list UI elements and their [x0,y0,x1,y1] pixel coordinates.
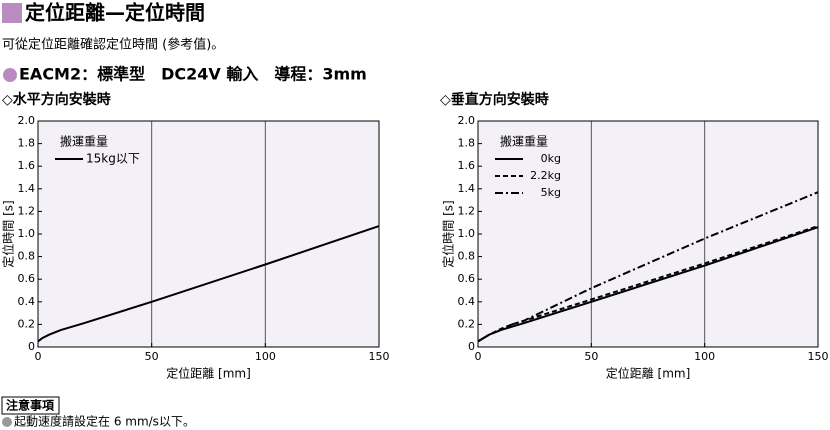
x-tick-label: 50 [584,350,598,363]
x-tick-label: 50 [145,350,159,363]
y-tick-label: 1.4 [458,182,476,195]
y-tick-label: 0 [468,340,475,353]
legend-title: 搬運重量 [500,134,548,149]
y-tick-label: 2.0 [458,114,476,127]
plot-area [478,121,818,347]
y-tick-label: 0.4 [18,295,36,308]
y-tick-label: 0.6 [458,272,476,285]
legend-label: 5kg [541,186,561,199]
y-tick-label: 1.0 [18,227,36,240]
model-line: EACM2：標準型 DC24V 輸入 導程：3mm [19,65,367,84]
page-title: 定位距離—定位時間 [25,1,205,25]
legend-label: 2.2kg [530,169,561,182]
y-tick-label: 1.2 [458,204,476,217]
legend-label: 15kg以下 [86,152,140,166]
y-tick-label: 1.8 [18,137,36,150]
y-tick-label: 0.2 [18,317,36,330]
chart-title: ◇水平方向安裝時 [2,91,111,108]
y-axis-label: 定位時間 [s] [441,200,456,267]
note-heading: 注意事項 [6,398,55,413]
model-bullet [3,68,17,82]
y-tick-label: 0.2 [458,317,476,330]
plot-frame [37,120,380,348]
x-tick-label: 150 [808,350,829,363]
y-tick-label: 1.8 [458,137,476,150]
y-tick-label: 1.4 [18,182,36,195]
plot-frame [477,120,819,348]
x-tick-label: 100 [255,350,276,363]
x-tick-label: 0 [475,350,482,363]
note-text: 起動速度請設定在 6 mm/s以下。 [14,414,195,429]
y-tick-label: 0 [28,340,35,353]
note-box [1,396,60,415]
x-axis-label: 定位距離 [mm] [606,366,691,381]
y-tick-label: 0.8 [458,250,476,263]
legend-title: 搬運重量 [60,134,108,149]
subtitle: 可從定位距離確認定位時間 (參考值)。 [2,37,224,53]
y-tick-label: 0.4 [458,295,476,308]
y-tick-label: 1.6 [458,159,476,172]
series-line [477,191,819,343]
y-tick-label: 2.0 [18,114,36,127]
series-line [477,226,819,343]
plot-area [38,121,379,347]
y-tick-label: 0.6 [18,272,36,285]
title-square [2,3,22,23]
series-line [37,225,380,343]
x-tick-label: 150 [369,350,390,363]
x-tick-label: 100 [694,350,715,363]
x-axis-label: 定位距離 [mm] [166,366,251,381]
y-tick-label: 0.8 [18,250,36,263]
y-tick-label: 1.2 [18,204,36,217]
note-bullet [2,417,12,427]
x-tick-label: 0 [35,350,42,363]
chart-title: ◇垂直方向安裝時 [440,91,549,108]
y-tick-label: 1.0 [458,227,476,240]
y-tick-label: 1.6 [18,159,36,172]
y-axis-label: 定位時間 [s] [1,200,16,267]
legend-label: 0kg [541,152,561,165]
